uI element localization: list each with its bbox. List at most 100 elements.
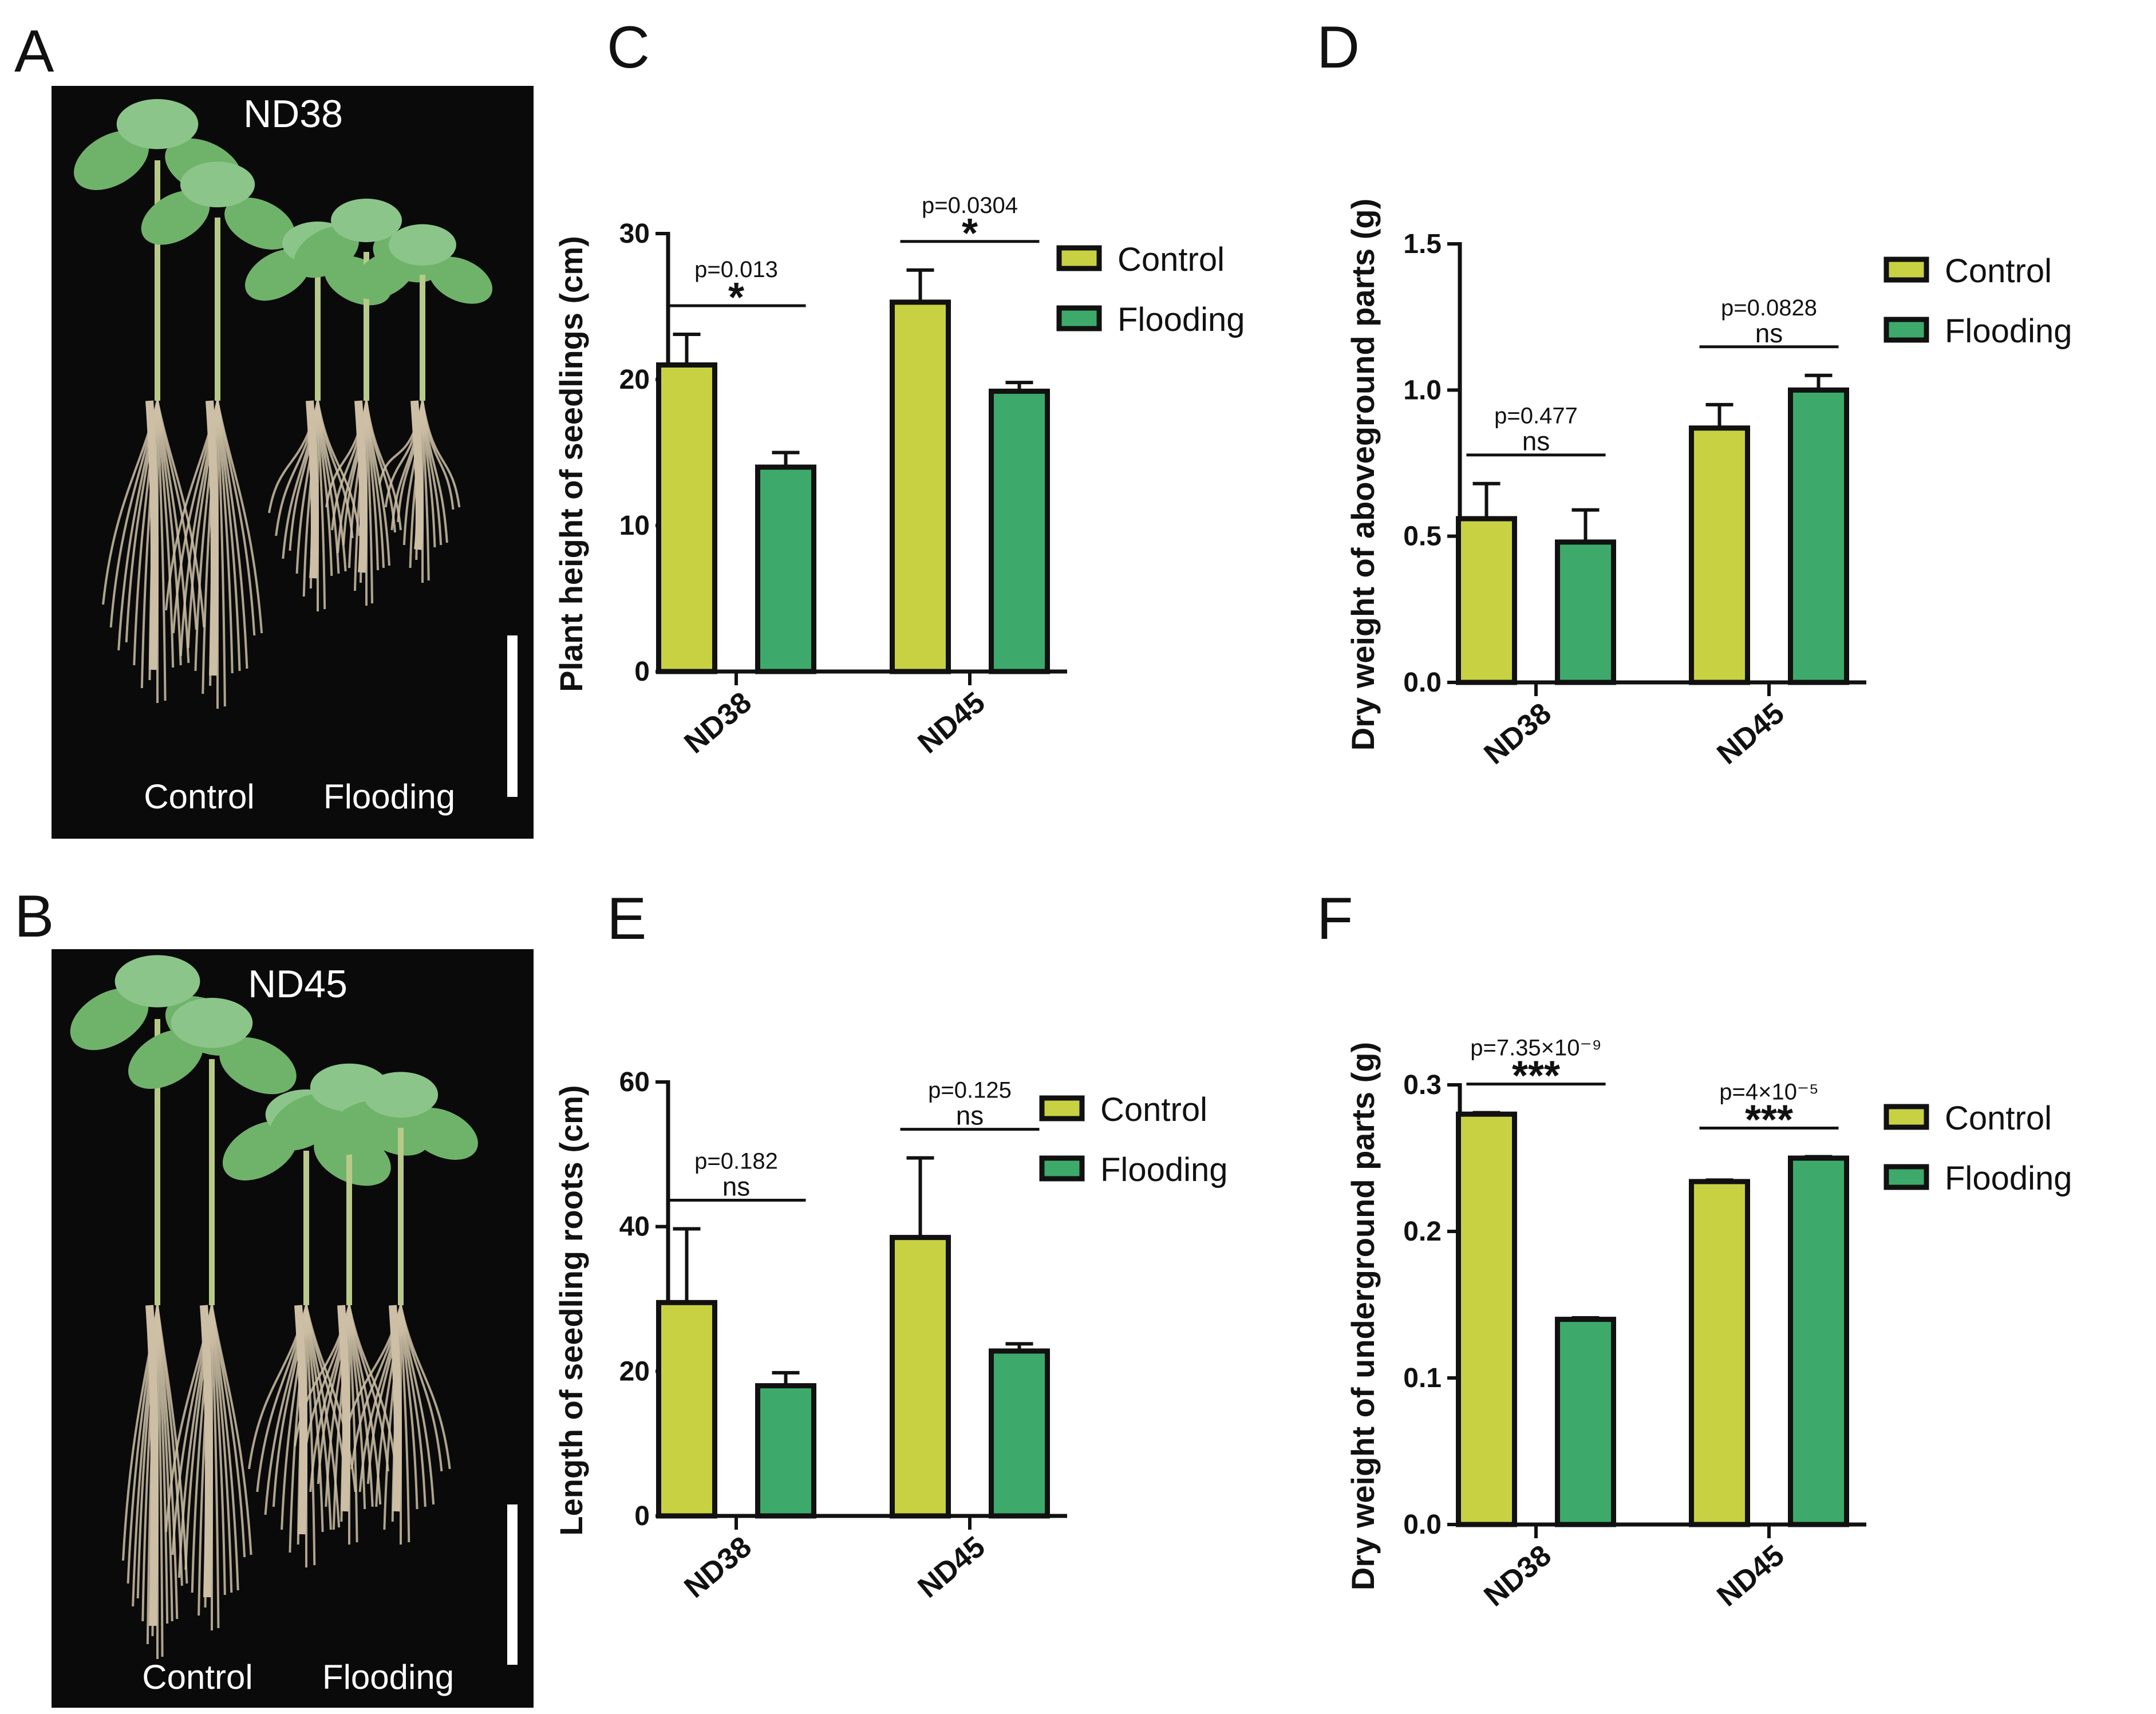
- legend-swatch-flooding: [1056, 305, 1102, 331]
- leaf: [116, 99, 199, 149]
- taproot: [306, 400, 319, 579]
- legend-swatch-flooding: [1883, 317, 1929, 343]
- bar-flooding-nd38: [755, 464, 816, 674]
- x-tick-label: ND45: [1711, 1539, 1791, 1613]
- y-axis-title: Length of seedling roots (cm): [553, 1085, 589, 1535]
- legend-label-control: Control: [1945, 1100, 2052, 1137]
- p-value-label: p=0.0304: [922, 193, 1018, 218]
- leaf: [171, 998, 253, 1048]
- legend-swatch-flooding: [1039, 1155, 1085, 1182]
- legend-swatch-control: [1056, 245, 1102, 271]
- bar-flooding-nd38: [755, 1383, 816, 1519]
- leaf: [363, 1072, 439, 1118]
- legend-label-flooding: Flooding: [1945, 313, 2072, 350]
- leaf: [180, 161, 255, 208]
- chart-e: E Length of seedling roots (cm) 0 20 40 60 ND3…: [553, 886, 1227, 1605]
- y-tick-label: 0.2: [1403, 1217, 1442, 1247]
- leaf: [428, 256, 493, 304]
- bar-flooding-nd45: [989, 388, 1050, 674]
- chart-f: F Dry weight of underground parts (g) 0.0 0…: [1317, 886, 2072, 1613]
- panel-letter-b: B: [14, 883, 54, 950]
- taproot: [354, 400, 368, 573]
- panel-b: B ND45 Control Flooding: [14, 883, 534, 1708]
- leaf: [114, 955, 200, 1008]
- photo-b-scale-bar: [507, 1504, 518, 1665]
- bar-control-nd38: [656, 1300, 717, 1519]
- y-tick-label: 1.0: [1403, 375, 1442, 405]
- panel-letter-e: E: [607, 886, 646, 952]
- p-value-label: p=0.125: [928, 1078, 1012, 1103]
- photo-a-scale-bar: [507, 635, 518, 797]
- x-tick-label: ND38: [678, 686, 758, 760]
- y-tick-label: 1.5: [1403, 229, 1442, 259]
- bar-control-nd38: [1456, 1111, 1517, 1527]
- leaf: [294, 226, 359, 278]
- panel-a: A ND38 Control Flooding: [14, 18, 534, 839]
- leaf: [353, 250, 416, 299]
- chart-c: C Plant height of seedlings (cm) 0 10 20 30 ND…: [553, 14, 1245, 760]
- significance-mark: ns: [1522, 426, 1550, 456]
- taproot: [206, 400, 219, 676]
- y-tick-label: 0: [634, 657, 650, 687]
- root-strand: [305, 1305, 316, 1566]
- root-strand: [156, 400, 190, 664]
- photo-b-plants: [70, 955, 478, 1659]
- significance-mark: *: [962, 211, 978, 256]
- photo-b-background: [52, 949, 534, 1708]
- legend-swatch-flooding: [1883, 1164, 1929, 1190]
- y-tick-label: 0: [634, 1501, 650, 1531]
- y-axis-title: Plant height of seedlings (cm): [553, 236, 589, 692]
- root-strand: [216, 400, 263, 634]
- bar-control-nd38: [656, 362, 717, 674]
- photo-a-control-label: Control: [144, 777, 254, 816]
- leaf: [269, 1093, 341, 1151]
- significance-mark: ns: [1755, 318, 1783, 348]
- y-tick-label: 0.0: [1403, 668, 1442, 698]
- significance-mark: *: [728, 275, 744, 321]
- y-tick-label: 20: [619, 1356, 650, 1387]
- panel-letter-d: D: [1317, 14, 1360, 81]
- y-tick-label: 30: [619, 219, 650, 249]
- photo-a-title: ND38: [243, 92, 343, 136]
- leaf: [219, 1037, 297, 1095]
- p-value-label: p=0.477: [1494, 404, 1578, 429]
- y-tick-label: 0.5: [1403, 522, 1442, 552]
- root-strand: [216, 400, 248, 669]
- bar-control-nd45: [890, 1235, 951, 1519]
- taproot: [294, 1305, 307, 1535]
- p-value-label: p=0.013: [694, 257, 778, 282]
- root-strand: [156, 1305, 188, 1584]
- legend-swatch-control: [1883, 1104, 1929, 1130]
- leaf: [70, 988, 149, 1050]
- photo-b-title: ND45: [248, 962, 348, 1006]
- panel-letter-f: F: [1317, 886, 1353, 952]
- seedling-5: [324, 1072, 478, 1545]
- legend-label-control: Control: [1100, 1091, 1207, 1128]
- y-axis-title: Dry weight of underground parts (g): [1345, 1042, 1381, 1590]
- root-strand: [400, 1305, 410, 1543]
- root-strand: [421, 400, 461, 508]
- panel-letter-c: C: [607, 14, 650, 81]
- legend-swatch-control: [1039, 1095, 1085, 1121]
- bar-flooding-nd38: [1555, 1317, 1616, 1527]
- root-strand: [211, 1305, 252, 1555]
- x-tick-label: ND38: [1478, 697, 1558, 771]
- x-tick-label: ND38: [678, 1530, 758, 1605]
- leaf: [408, 1108, 478, 1160]
- significance-mark: ***: [1745, 1097, 1793, 1143]
- seedling-2: [141, 161, 295, 709]
- significance-mark: ***: [1512, 1053, 1560, 1099]
- bar-flooding-nd45: [1788, 1155, 1849, 1527]
- y-tick-label: 40: [619, 1212, 650, 1242]
- legend-swatch-control: [1883, 256, 1929, 283]
- photo-b-control-label: Control: [142, 1658, 252, 1696]
- taproot: [145, 1305, 159, 1626]
- bar-flooding-nd45: [1788, 387, 1849, 685]
- significance-mark: ns: [722, 1171, 751, 1201]
- photo-a-flooding-label: Flooding: [323, 777, 455, 816]
- y-tick-label: 0.0: [1403, 1510, 1442, 1540]
- p-value-label: p=0.182: [694, 1148, 778, 1174]
- seedling-5: [353, 224, 493, 583]
- taproot: [200, 1305, 213, 1598]
